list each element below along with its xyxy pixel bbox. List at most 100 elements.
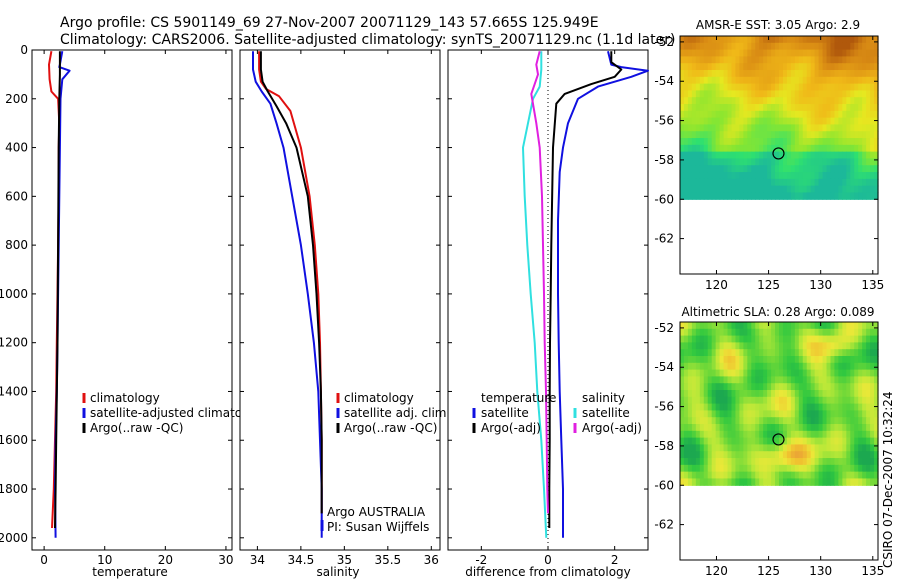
heatmap-cell	[830, 410, 836, 418]
heatmap-cell	[763, 144, 768, 153]
y-tick-label: -52	[654, 35, 674, 49]
heatmap-cell	[858, 104, 863, 112]
heatmap-cell	[695, 63, 701, 71]
heatmap-cell	[842, 172, 847, 180]
heatmap-cell	[727, 451, 733, 459]
heatmap-cell	[798, 424, 804, 432]
x-tick-label: 130	[809, 278, 832, 292]
heatmap-cell	[862, 430, 867, 439]
heatmap-cell	[862, 131, 867, 139]
heatmap-cell	[802, 158, 808, 166]
heatmap-cell	[854, 110, 859, 119]
heatmap-cell	[862, 185, 867, 194]
heatmap-cell	[739, 458, 744, 466]
heatmap-cell	[719, 151, 725, 160]
heatmap-cell	[782, 63, 788, 71]
heatmap-cell	[818, 430, 824, 439]
heatmap-cell	[715, 56, 721, 64]
heatmap-cell	[775, 165, 780, 173]
heatmap-cell	[719, 335, 725, 343]
heatmap-cell	[683, 70, 689, 78]
heatmap-cell	[862, 369, 867, 378]
heatmap-cell	[802, 49, 808, 57]
heatmap-cell	[786, 444, 792, 452]
heatmap-cell	[826, 376, 832, 384]
heatmap-cell	[842, 144, 847, 153]
salinity-xlabel: salinity	[316, 565, 359, 579]
heatmap-cell	[810, 36, 816, 44]
heatmap-cell	[727, 383, 733, 391]
heatmap-cell	[695, 342, 701, 350]
heatmap-cell	[802, 178, 808, 187]
heatmap-cell	[830, 192, 836, 200]
heatmap-cell	[782, 444, 788, 452]
heatmap-cell	[763, 403, 768, 412]
heatmap-cell	[806, 63, 812, 71]
heatmap-cell	[846, 158, 851, 166]
heatmap-cell	[846, 178, 851, 187]
heatmap-cell	[806, 117, 812, 126]
heatmap-cell	[755, 165, 760, 173]
heatmap-cell	[707, 376, 713, 384]
heatmap-cell	[862, 192, 867, 200]
y-tick-label: 600	[5, 189, 28, 203]
heatmap-cell	[755, 322, 760, 330]
heatmap-cell	[802, 444, 808, 452]
heatmap-cell	[763, 424, 768, 432]
heatmap-cell	[858, 410, 863, 418]
legend-salinity-title: salinity	[582, 391, 625, 405]
heatmap-cell	[703, 376, 709, 384]
heatmap-cell	[735, 403, 740, 412]
heatmap-cell	[842, 104, 847, 112]
heatmap-cell	[703, 144, 709, 153]
heatmap-cell	[739, 471, 744, 480]
heatmap-cell	[727, 369, 733, 378]
heatmap-cell	[735, 328, 740, 337]
heatmap-cell	[842, 151, 847, 160]
heatmap-cell	[683, 356, 689, 364]
heatmap-cell	[687, 185, 693, 194]
heatmap-cell	[755, 342, 760, 350]
heatmap-cell	[775, 131, 780, 139]
heatmap-cell	[866, 172, 871, 180]
heatmap-cell	[826, 83, 832, 92]
heatmap-cell	[759, 172, 764, 180]
heatmap-cell	[802, 342, 808, 350]
heatmap-cell	[858, 342, 863, 350]
heatmap-cell	[691, 424, 697, 432]
temperature-legend: climatology satellite-adjusted climatolo…	[82, 391, 268, 435]
heatmap-cell	[850, 444, 855, 452]
heatmap-cell	[790, 376, 796, 384]
heatmap-cell	[687, 36, 693, 44]
heatmap-cell	[687, 322, 693, 330]
heatmap-cell	[743, 451, 748, 459]
heatmap-cell	[711, 464, 717, 473]
heatmap-cell	[735, 63, 740, 71]
heatmap-cell	[814, 185, 820, 194]
heatmap-cell	[818, 97, 824, 105]
heatmap-cell	[874, 56, 879, 64]
heatmap-cell	[707, 36, 713, 44]
heatmap-cell	[759, 49, 764, 57]
heatmap-cell	[802, 70, 808, 78]
heatmap-cell	[830, 56, 836, 64]
heatmap-cell	[715, 76, 721, 85]
heatmap-cell	[786, 165, 792, 173]
heatmap-cell	[699, 356, 705, 364]
heatmap-cell	[759, 424, 764, 432]
heatmap-cell	[858, 396, 863, 405]
heatmap-cell	[786, 178, 792, 187]
heatmap-cell	[850, 451, 855, 459]
heatmap-cell	[798, 430, 804, 439]
heatmap-cell	[771, 110, 776, 119]
heatmap-cell	[870, 335, 875, 343]
heatmap-cell	[767, 117, 772, 126]
heatmap-cell	[759, 97, 764, 105]
heatmap-cell	[802, 83, 808, 92]
temperature-ticks: 0 10 20 30020040060080010001200140016001800…	[0, 43, 234, 567]
heatmap-cell	[731, 335, 737, 343]
heatmap-cell	[858, 158, 863, 166]
heatmap-cell	[866, 63, 871, 71]
heatmap-cell	[834, 322, 839, 330]
heatmap-cell	[715, 322, 721, 330]
